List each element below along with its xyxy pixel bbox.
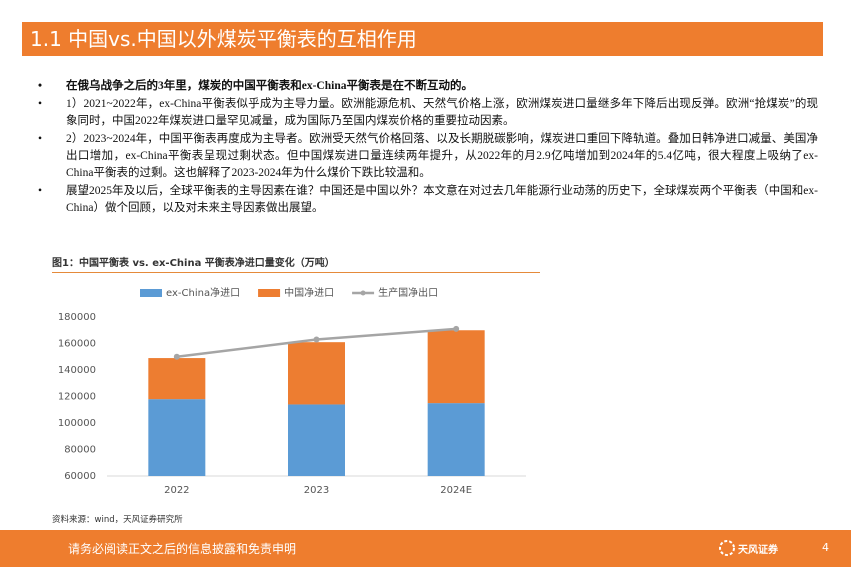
bar [427, 330, 485, 404]
bar [148, 399, 206, 476]
bar [148, 358, 206, 400]
bullet: 1）2021~2022年，ex-China平衡表似乎成为主导力量。欧洲能源危机、… [38, 96, 818, 130]
y-tick-label: 80000 [64, 445, 96, 456]
legend-swatch [360, 290, 366, 296]
x-tick-label: 2024E [440, 485, 472, 496]
header-title: 1.1 中国vs.中国以外煤炭平衡表的互相作用 [22, 22, 823, 56]
page-number: 4 [822, 541, 829, 554]
y-tick-label: 180000 [58, 312, 96, 323]
legend-label: 中国净进口 [284, 286, 334, 299]
y-tick-label: 100000 [58, 418, 96, 429]
y-tick-label: 160000 [58, 339, 96, 350]
bullet-list: 在俄乌战争之后的3年里，煤炭的中国平衡表和ex-China平衡表是在不断互动的。… [38, 78, 818, 218]
legend-label: ex-China净进口 [166, 286, 240, 299]
bar [427, 403, 485, 476]
legend-swatch [140, 289, 162, 297]
bullet: 在俄乌战争之后的3年里，煤炭的中国平衡表和ex-China平衡表是在不断互动的。 [38, 78, 818, 95]
logo-icon [719, 540, 735, 556]
figure-source: 资料来源：wind，天风证券研究所 [52, 515, 183, 525]
bullet: 2）2023~2024年，中国平衡表再度成为主导者。欧洲受天然气价格回落、以及长… [38, 131, 818, 182]
y-tick-label: 120000 [58, 392, 96, 403]
line-marker [173, 353, 180, 360]
legend-swatch [258, 289, 281, 297]
y-tick-label: 140000 [58, 365, 96, 376]
x-tick-label: 2023 [304, 485, 329, 496]
legend-label: 生产国净出口 [378, 286, 438, 299]
y-tick-label: 60000 [64, 471, 96, 482]
chart: 60000 80000 100000 120000 140000 160000 180000… [58, 286, 526, 496]
bar [288, 404, 345, 476]
disclaimer: 请务必阅读正文之后的信息披露和免责申明 [68, 542, 297, 556]
x-tick-label: 2022 [164, 485, 189, 496]
line-marker [453, 325, 460, 332]
bullet: 展望2025年及以后，全球平衡表的主导因素在谁？中国还是中国以外？本文意在对过去… [38, 183, 818, 217]
figure-caption: 图1：中国平衡表 vs. ex-China 平衡表净进口量变化（万吨） [52, 254, 540, 273]
footer: 请务必阅读正文之后的信息披露和免责申明 天风证券 4 [0, 530, 851, 567]
bar [288, 342, 345, 405]
logo-text: 天风证券 [738, 545, 778, 556]
line-marker [313, 336, 320, 343]
